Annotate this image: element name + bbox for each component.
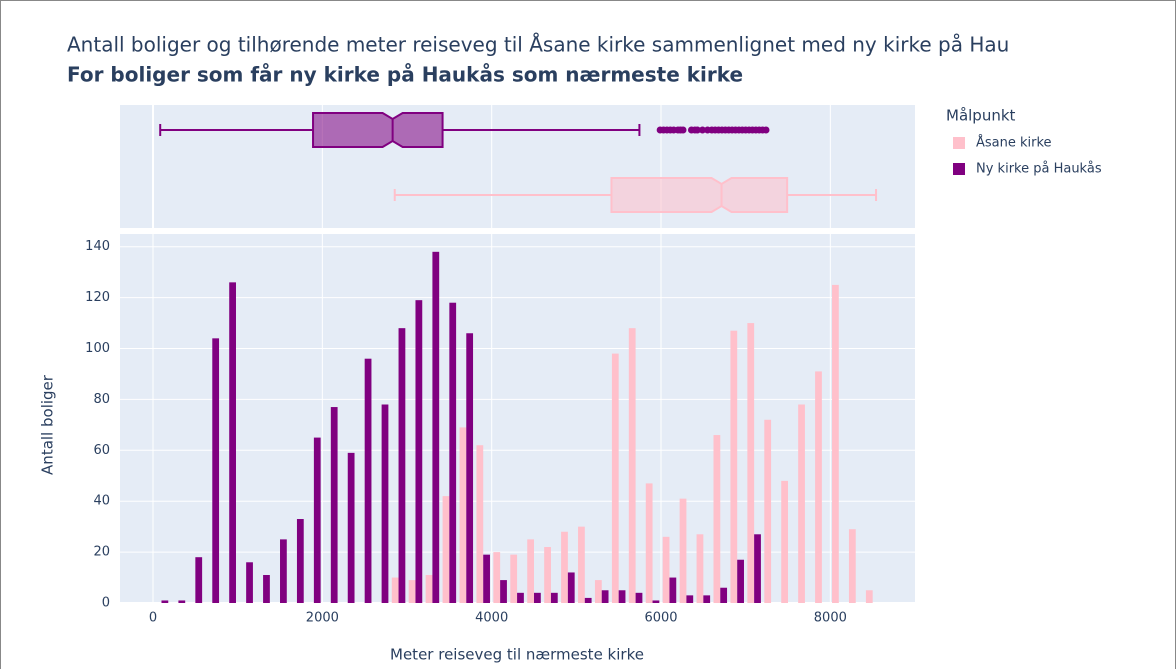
bar [584, 597, 592, 603]
bar [747, 323, 755, 603]
bar [764, 419, 772, 603]
y-tick-label: 100 [85, 341, 110, 356]
bar [280, 539, 287, 603]
bar [737, 559, 744, 603]
bar [161, 600, 169, 603]
plot-background [120, 234, 915, 603]
bar [798, 404, 805, 603]
y-tick-label: 120 [85, 290, 110, 305]
bar [567, 572, 575, 603]
y-tick-label: 80 [93, 392, 110, 407]
bar [381, 404, 389, 603]
y-tick-label: 60 [93, 443, 110, 458]
legend-swatch [953, 137, 965, 149]
box-outlier [693, 126, 701, 134]
box-outlier [679, 126, 687, 134]
bar [594, 580, 602, 603]
bar [730, 330, 738, 603]
bar [578, 526, 585, 603]
bar [713, 435, 721, 603]
bar [686, 595, 694, 603]
bar [662, 536, 670, 603]
bar [195, 557, 203, 603]
bar [466, 333, 474, 603]
bar [432, 251, 440, 604]
box-body [312, 112, 444, 148]
bar [246, 562, 253, 603]
bar [442, 496, 450, 603]
bar [550, 592, 558, 603]
bar [212, 338, 220, 603]
x-tick-label: 4000 [475, 611, 508, 626]
bar [527, 539, 535, 603]
bar [296, 519, 304, 603]
bar [347, 452, 355, 603]
y-tick-label: 0 [102, 596, 110, 611]
bar [229, 282, 236, 603]
legend-title: Målpunkt [946, 107, 1016, 125]
bar [703, 595, 711, 603]
bar [263, 575, 270, 603]
bar [425, 575, 433, 603]
bar [618, 590, 626, 603]
bar [483, 554, 490, 603]
chart-title: Antall boliger og tilhørende meter reise… [67, 33, 1009, 57]
box-panel-background [120, 105, 915, 228]
bar [865, 590, 873, 603]
bar [628, 328, 636, 603]
bar [476, 445, 484, 603]
legend-swatch [953, 163, 965, 175]
bar [544, 547, 551, 603]
bar [313, 437, 321, 603]
bar [408, 580, 416, 603]
legend-label: Åsane kirke [976, 135, 1052, 151]
bar [848, 529, 856, 603]
x-tick-label: 0 [149, 611, 157, 626]
bar [652, 600, 660, 603]
bar [720, 587, 728, 603]
bar [178, 600, 186, 603]
chart-subtitle: For boliger som får ny kirke på Haukås s… [67, 63, 743, 87]
x-axis-label: Meter reiseveg til nærmeste kirke [390, 646, 644, 664]
x-tick-label: 2000 [306, 611, 339, 626]
bar [391, 577, 399, 603]
bar [534, 592, 541, 603]
bar [669, 577, 677, 603]
y-tick-label: 20 [93, 545, 110, 560]
legend-label: Ny kirke på Haukås [976, 162, 1102, 177]
x-tick-label: 8000 [814, 611, 847, 626]
bar [449, 302, 457, 603]
bar [815, 371, 822, 603]
bar [635, 592, 643, 603]
bar [832, 284, 839, 603]
bar [645, 483, 653, 603]
bar [510, 554, 518, 603]
bar [611, 353, 619, 603]
bar [517, 592, 524, 603]
box-body [610, 177, 789, 213]
bar [398, 328, 406, 603]
bar [754, 534, 761, 603]
y-axis-label: Antall boliger [39, 374, 57, 475]
bar [493, 552, 501, 603]
box-outlier [762, 126, 770, 134]
bar [561, 531, 568, 603]
bar [415, 300, 423, 603]
bar [500, 580, 507, 603]
bar [459, 427, 467, 603]
bar [679, 498, 687, 603]
bar [330, 407, 338, 603]
y-tick-label: 140 [85, 239, 110, 254]
bar [696, 534, 704, 603]
box-outlier [698, 126, 706, 134]
x-tick-label: 6000 [644, 611, 677, 626]
y-tick-label: 40 [93, 494, 110, 509]
bar [601, 590, 609, 603]
bar [781, 480, 789, 603]
bar [364, 358, 372, 603]
